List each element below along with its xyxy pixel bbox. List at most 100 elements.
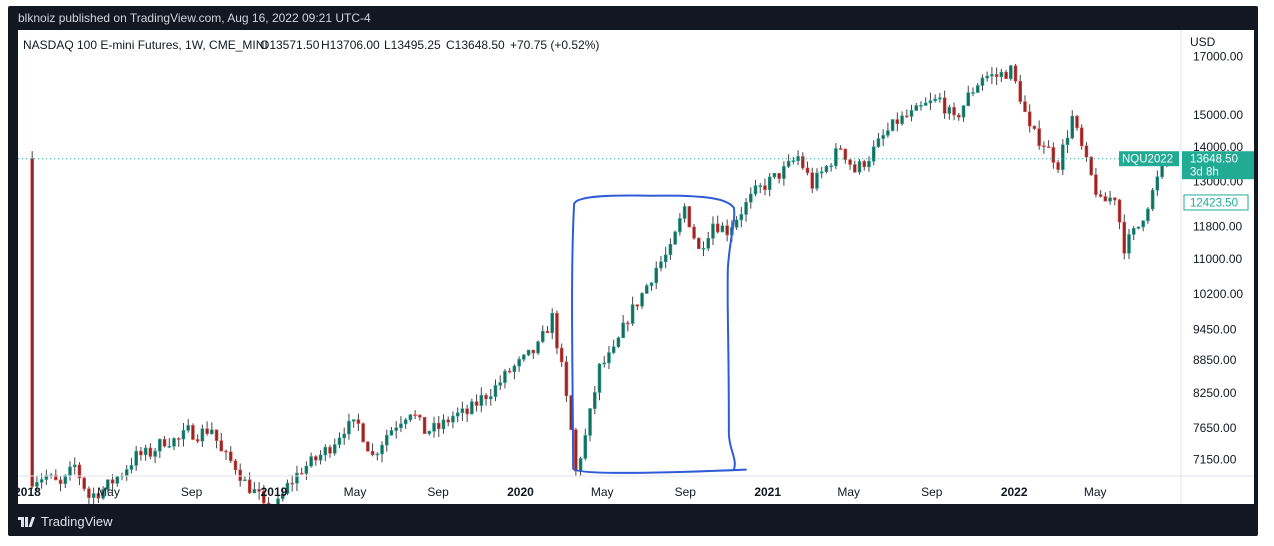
candle[interactable]: [815, 168, 819, 192]
candle[interactable]: [895, 112, 900, 132]
candle[interactable]: [143, 444, 148, 461]
candle[interactable]: [517, 356, 521, 372]
candle[interactable]: [337, 432, 342, 449]
candle[interactable]: [905, 109, 909, 118]
candle[interactable]: [564, 356, 569, 402]
candle[interactable]: [649, 282, 654, 291]
candle[interactable]: [928, 92, 933, 111]
candle[interactable]: [541, 325, 545, 344]
candle[interactable]: [1136, 226, 1141, 230]
candle[interactable]: [394, 421, 398, 439]
tradingview-logo[interactable]: TradingView: [18, 514, 113, 529]
candle[interactable]: [531, 349, 536, 359]
candle[interactable]: [488, 388, 493, 406]
candle[interactable]: [734, 216, 739, 230]
candle[interactable]: [1009, 64, 1013, 81]
candle[interactable]: [200, 424, 205, 447]
candle[interactable]: [318, 450, 323, 465]
time-axis[interactable]: 2018 May Sep 2019 May Sep 2020 May Sep 2021 May Sep…: [14, 485, 1107, 499]
candle[interactable]: [148, 443, 153, 460]
candle[interactable]: [1051, 142, 1056, 169]
candle[interactable]: [772, 172, 777, 179]
candle[interactable]: [1131, 226, 1136, 241]
candle[interactable]: [403, 418, 408, 429]
candle[interactable]: [205, 421, 209, 436]
candle[interactable]: [876, 132, 881, 148]
candle[interactable]: [290, 474, 294, 492]
plot-area[interactable]: [18, 30, 1181, 476]
candle[interactable]: [673, 230, 677, 245]
candle[interactable]: [786, 154, 791, 169]
candle[interactable]: [332, 438, 337, 456]
candle[interactable]: [413, 410, 417, 420]
candle[interactable]: [158, 438, 162, 459]
candle[interactable]: [626, 320, 630, 332]
candle[interactable]: [432, 416, 436, 438]
candle[interactable]: [862, 159, 867, 171]
candle[interactable]: [630, 296, 635, 326]
candle[interactable]: [389, 427, 394, 436]
candle[interactable]: [361, 422, 365, 443]
candle[interactable]: [711, 216, 715, 246]
candle[interactable]: [857, 159, 862, 175]
candle[interactable]: [701, 241, 706, 257]
candle[interactable]: [1061, 139, 1065, 175]
candle[interactable]: [347, 413, 351, 440]
candle[interactable]: [522, 354, 526, 362]
candle[interactable]: [243, 475, 247, 482]
candle[interactable]: [1027, 104, 1032, 133]
candle[interactable]: [559, 343, 564, 367]
candle[interactable]: [985, 71, 989, 82]
candle[interactable]: [611, 339, 616, 355]
candle[interactable]: [87, 486, 91, 506]
candle[interactable]: [408, 414, 413, 423]
candle[interactable]: [791, 156, 796, 165]
candle[interactable]: [1065, 130, 1070, 154]
candle[interactable]: [593, 385, 597, 415]
candle[interactable]: [35, 476, 39, 491]
candle[interactable]: [1127, 228, 1131, 260]
candle[interactable]: [900, 111, 904, 126]
candle[interactable]: [295, 465, 299, 491]
candle[interactable]: [635, 304, 640, 311]
candle[interactable]: [805, 161, 810, 176]
candle[interactable]: [1042, 141, 1046, 154]
candle[interactable]: [1117, 198, 1122, 230]
candle[interactable]: [659, 255, 663, 272]
candle[interactable]: [106, 479, 110, 493]
candle[interactable]: [323, 444, 328, 462]
candle[interactable]: [328, 444, 332, 458]
candle[interactable]: [668, 238, 673, 260]
candle[interactable]: [1023, 95, 1027, 113]
candle[interactable]: [607, 346, 611, 370]
candle[interactable]: [280, 487, 285, 502]
candle[interactable]: [1046, 140, 1051, 149]
candle[interactable]: [767, 173, 772, 197]
candle[interactable]: [1032, 125, 1037, 131]
candle[interactable]: [224, 449, 228, 460]
candle[interactable]: [1070, 110, 1075, 140]
candle[interactable]: [753, 179, 758, 197]
candle[interactable]: [550, 308, 554, 340]
candle[interactable]: [167, 437, 172, 449]
candle[interactable]: [1103, 192, 1108, 202]
candle[interactable]: [214, 429, 219, 449]
candle[interactable]: [588, 408, 592, 442]
candle[interactable]: [375, 452, 380, 461]
candle[interactable]: [853, 160, 857, 173]
candle[interactable]: [1013, 63, 1018, 84]
candle[interactable]: [54, 469, 58, 481]
candle[interactable]: [314, 455, 318, 466]
candle[interactable]: [715, 215, 720, 234]
candle[interactable]: [739, 207, 744, 228]
annotation-box[interactable]: [571, 194, 747, 474]
candle[interactable]: [720, 222, 725, 233]
candle[interactable]: [418, 414, 422, 421]
candle[interactable]: [228, 446, 233, 463]
candle[interactable]: [110, 474, 115, 492]
candle[interactable]: [257, 482, 261, 500]
candle[interactable]: [749, 187, 753, 209]
candle[interactable]: [427, 430, 432, 436]
candle[interactable]: [957, 112, 961, 121]
candle[interactable]: [139, 446, 143, 461]
